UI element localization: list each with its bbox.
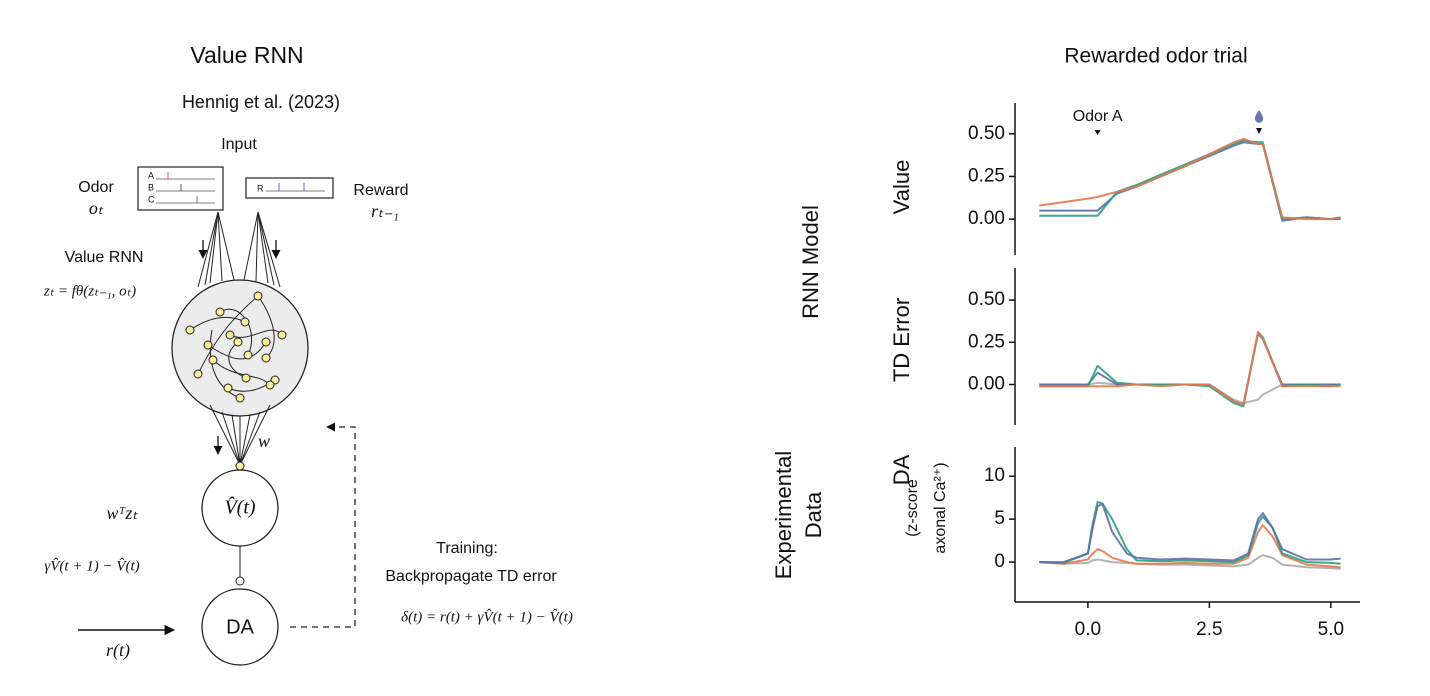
rnn-equation: zₜ = fθ(zₜ₋₁, oₜ)	[43, 283, 136, 299]
rnn-nodes	[185, 291, 287, 403]
value-node-label: V̂(t)	[224, 495, 255, 518]
y-tick-label: 0.25	[968, 331, 1005, 352]
y-axis-sublabel: axonal Ca²⁺)	[932, 462, 949, 553]
line-series	[1039, 331, 1341, 408]
odor-row: B	[148, 182, 154, 192]
reward-traces	[266, 183, 325, 192]
annotation: Odor A	[1073, 108, 1123, 125]
row-label: Data	[801, 491, 826, 538]
td-equation: γV̂(t + 1) − V̂(t)	[44, 558, 139, 574]
row-label: Experimental	[771, 451, 796, 579]
input-label: Input	[221, 136, 257, 153]
line-series	[1039, 331, 1341, 406]
x-tick-label: 5.0	[1318, 619, 1344, 640]
drop-icon	[1254, 110, 1264, 123]
training-title: Training:	[436, 540, 498, 557]
output-fan	[209, 404, 271, 466]
diagram: Value RNN Hennig et al. (2023) Input A B…	[43, 42, 573, 666]
da-node-label: DA	[226, 616, 254, 638]
line-series	[1039, 139, 1341, 221]
y-axis-label: Value	[889, 160, 914, 215]
y-tick-label: 0.50	[968, 123, 1005, 144]
odor-traces	[156, 172, 215, 204]
connector-node	[235, 576, 245, 586]
input-fan	[197, 211, 281, 288]
odor-label: Odor	[78, 179, 114, 196]
odor-row: A	[148, 170, 154, 180]
line-series	[1039, 141, 1341, 222]
row-label: RNN Model	[798, 205, 823, 319]
y-axis-sublabel: (z-score	[904, 479, 921, 537]
drop-marker	[1256, 128, 1262, 134]
odor-symbol: oₜ	[89, 198, 104, 218]
reward-box	[245, 177, 334, 199]
reward-label: Reward	[353, 182, 408, 199]
line-series	[1039, 524, 1341, 569]
training-arrow	[290, 422, 356, 628]
x-tick-label: 0.0	[1075, 619, 1101, 640]
line-series	[1039, 137, 1341, 221]
value-equation: wᵀzₜ	[106, 503, 138, 523]
reward-row: R	[257, 183, 264, 193]
reward-input: r(t)	[106, 640, 130, 661]
y-axis-label: TD Error	[889, 298, 914, 382]
weight-symbol: w	[258, 431, 270, 451]
y-tick-label: 0.50	[968, 289, 1005, 310]
output-node	[235, 461, 245, 471]
citation: Hennig et al. (2023)	[182, 92, 340, 112]
training-equation: δ(t) = r(t) + γV̂(t + 1) − V̂(t)	[401, 609, 573, 625]
y-tick-label: 5	[994, 508, 1005, 529]
y-tick-label: 0	[994, 551, 1005, 572]
y-axis-label: DA	[889, 454, 914, 485]
annotation-marker	[1094, 130, 1101, 135]
line-series	[1039, 554, 1341, 570]
y-tick-label: 0.00	[968, 208, 1005, 229]
diagram-title: Value RNN	[190, 42, 303, 68]
training-text: Backpropagate TD error	[385, 568, 557, 585]
y-tick-label: 0.25	[968, 165, 1005, 186]
x-tick-label: 2.5	[1196, 619, 1222, 640]
reward-symbol: rₜ₋₁	[371, 201, 399, 221]
y-tick-label: 10	[984, 465, 1005, 486]
y-tick-label: 0.00	[968, 373, 1005, 394]
da-node	[201, 588, 279, 666]
rnn-label: Value RNN	[65, 249, 144, 266]
line-series	[1039, 332, 1341, 406]
line-series	[1039, 502, 1341, 564]
odor-row: C	[148, 194, 155, 204]
figure-title: Rewarded odor trial	[1064, 45, 1247, 68]
charts: Rewarded odor trial RNN Model Experimenta…	[771, 45, 1360, 640]
